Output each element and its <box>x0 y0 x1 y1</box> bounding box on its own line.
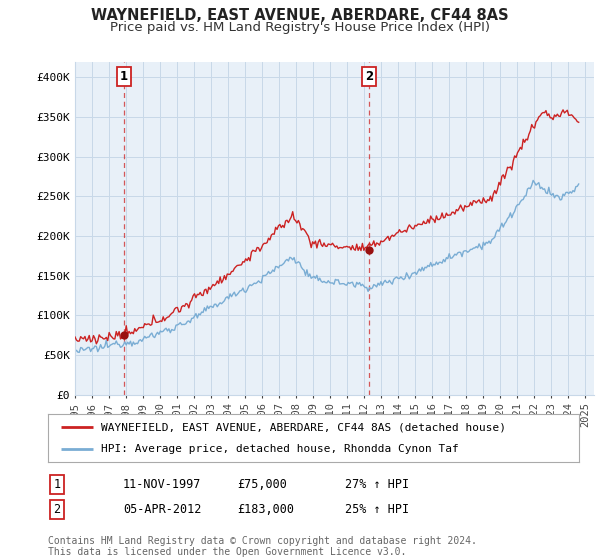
Text: 1: 1 <box>120 70 128 83</box>
Text: 2: 2 <box>365 70 373 83</box>
Text: WAYNEFIELD, EAST AVENUE, ABERDARE, CF44 8AS (detached house): WAYNEFIELD, EAST AVENUE, ABERDARE, CF44 … <box>101 422 506 432</box>
Text: £75,000: £75,000 <box>237 478 287 491</box>
Text: 25% ↑ HPI: 25% ↑ HPI <box>345 503 409 516</box>
Text: £183,000: £183,000 <box>237 503 294 516</box>
Text: 11-NOV-1997: 11-NOV-1997 <box>123 478 202 491</box>
Text: HPI: Average price, detached house, Rhondda Cynon Taf: HPI: Average price, detached house, Rhon… <box>101 444 459 454</box>
Text: 05-APR-2012: 05-APR-2012 <box>123 503 202 516</box>
Text: WAYNEFIELD, EAST AVENUE, ABERDARE, CF44 8AS: WAYNEFIELD, EAST AVENUE, ABERDARE, CF44 … <box>91 8 509 24</box>
Text: Price paid vs. HM Land Registry's House Price Index (HPI): Price paid vs. HM Land Registry's House … <box>110 21 490 34</box>
Text: 1: 1 <box>53 478 61 491</box>
Text: Contains HM Land Registry data © Crown copyright and database right 2024.
This d: Contains HM Land Registry data © Crown c… <box>48 535 477 557</box>
Text: 27% ↑ HPI: 27% ↑ HPI <box>345 478 409 491</box>
Text: 2: 2 <box>53 503 61 516</box>
